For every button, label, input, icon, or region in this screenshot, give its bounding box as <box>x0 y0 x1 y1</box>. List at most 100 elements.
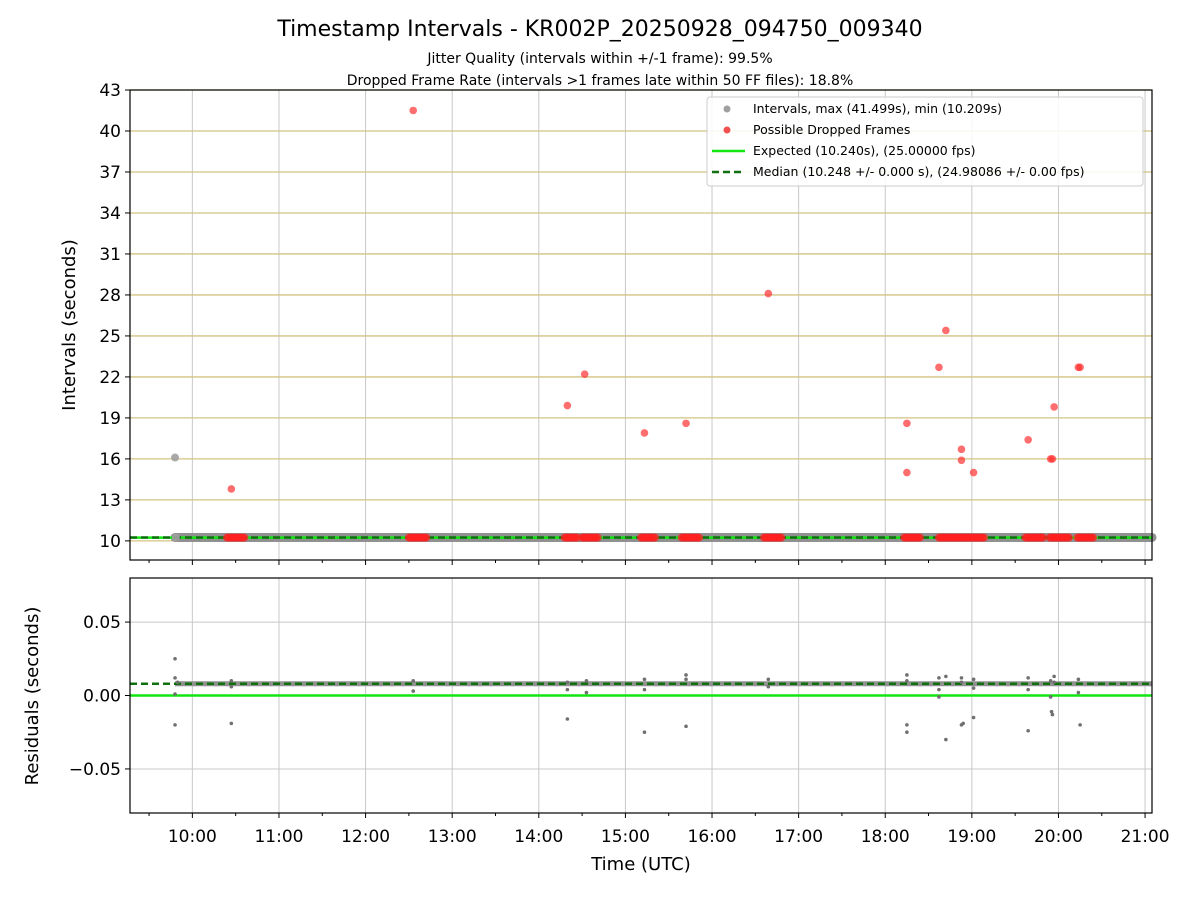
residual-point <box>684 673 688 677</box>
x-tick-label: 14:00 <box>514 827 563 847</box>
residual-point <box>1048 695 1053 699</box>
dropped-frame-point <box>409 106 418 115</box>
top-y-tick-label: 16 <box>99 450 121 470</box>
residual-point <box>905 673 909 677</box>
residual-point <box>173 676 177 680</box>
legend-median-label: Median (10.248 +/- 0.000 s), (24.98086 +… <box>753 164 1084 179</box>
legend-intervals-marker <box>723 105 731 113</box>
residual-point <box>584 690 589 695</box>
dropped-frame-point <box>640 429 649 437</box>
residual-point <box>959 680 964 685</box>
residual-point <box>173 692 177 696</box>
x-tick-label: 18:00 <box>861 827 910 847</box>
residual-point <box>642 687 647 692</box>
x-axis-label: Time (UTC) <box>590 854 691 875</box>
residual-point <box>1049 709 1054 714</box>
bottom-y-tick-label: 0.00 <box>83 687 121 707</box>
dropped-frame-point <box>957 456 966 465</box>
x-tick-label: 20:00 <box>1034 827 1083 847</box>
dropped-frame-baseline-point <box>1038 533 1047 542</box>
dropped-frame-baseline-point <box>695 533 704 542</box>
residual-point <box>684 677 688 682</box>
dropped-frame-baseline-point <box>650 533 659 542</box>
top-panel-data <box>130 106 1157 542</box>
top-y-tick-label: 25 <box>99 327 121 347</box>
chart-title: Timestamp Intervals - KR002P_20250928_09… <box>276 17 922 42</box>
residual-point <box>1076 677 1081 682</box>
dropped-frame-point <box>1076 363 1084 372</box>
residual-point <box>1048 679 1053 683</box>
top-y-tick-label: 37 <box>99 163 121 183</box>
residual-point <box>937 687 941 692</box>
residual-point <box>1078 723 1082 727</box>
residual-point <box>971 677 976 682</box>
residual-point <box>1052 674 1056 679</box>
dropped-frame-point <box>903 468 911 477</box>
x-tick-label: 11:00 <box>254 827 303 847</box>
bottom-panel-ticks: 10:00 11:00 12:00 13:00 14:00 15:00 16:00 17:00… <box>69 613 1170 847</box>
residual-point <box>229 684 234 689</box>
residual-point <box>766 677 771 682</box>
legend-intervals-label: Intervals, max (41.499s), min (10.209s) <box>753 101 1002 116</box>
residual-point <box>565 717 570 721</box>
dropped-frame-point <box>1024 435 1032 444</box>
residual-point <box>175 680 180 685</box>
x-tick-label: 16:00 <box>688 827 737 847</box>
residual-point <box>173 723 177 727</box>
x-tick-label: 19:00 <box>947 827 996 847</box>
chart-subtitle-dropped: Dropped Frame Rate (intervals >1 frames … <box>347 73 854 89</box>
residual-point <box>905 730 909 735</box>
residual-point <box>1026 676 1030 680</box>
residual-point <box>684 724 688 729</box>
dropped-frame-point <box>942 326 950 335</box>
top-panel-frame <box>129 89 1153 561</box>
dropped-frame-point <box>935 363 943 372</box>
legend-expected-label: Expected (10.240s), (25.00000 fps) <box>753 143 975 158</box>
dropped-frame-baseline-point <box>593 533 602 542</box>
top-y-tick-label: 31 <box>99 245 121 265</box>
top-y-axis-label: Intervals (seconds) <box>59 239 80 411</box>
residual-point <box>642 730 647 735</box>
residual-point <box>411 689 416 693</box>
residual-point <box>944 674 948 679</box>
top-y-tick-label: 43 <box>99 81 121 101</box>
residual-point <box>905 679 909 683</box>
residual-point <box>173 656 177 661</box>
residual-point <box>1076 690 1081 695</box>
dropped-frame-point <box>563 401 572 410</box>
top-y-tick-label: 28 <box>99 286 121 306</box>
bottom-y-tick-label: −0.05 <box>69 760 121 780</box>
dropped-frame-baseline-point <box>240 533 249 542</box>
residual-point <box>229 721 234 726</box>
top-y-tick-label: 13 <box>99 491 121 511</box>
x-tick-label: 12:00 <box>341 827 390 847</box>
residual-point <box>971 715 976 720</box>
dropped-frame-baseline-point <box>1064 533 1073 542</box>
residual-point <box>1026 687 1030 692</box>
residual-point <box>584 679 589 683</box>
legend-dropped-label: Possible Dropped Frames <box>753 122 910 137</box>
legend-box <box>706 96 1144 187</box>
interval-point <box>171 533 180 542</box>
x-tick-label: 15:00 <box>601 827 650 847</box>
residual-point <box>411 679 416 683</box>
dropped-frame-baseline-point <box>422 533 431 542</box>
legend: Intervals, max (41.499s), min (10.209s) … <box>706 96 1144 187</box>
dropped-frame-baseline-point <box>1089 533 1098 542</box>
dropped-frame-point <box>764 289 773 298</box>
dropped-frame-point <box>227 485 236 493</box>
dropped-frame-point <box>969 468 978 477</box>
dropped-frame-baseline-point <box>777 533 786 542</box>
residual-point <box>959 676 964 680</box>
residual-point <box>229 679 234 683</box>
top-y-tick-label: 19 <box>99 409 121 429</box>
residual-point <box>1052 680 1056 685</box>
bottom-y-tick-label: 0.05 <box>83 613 121 633</box>
residual-point <box>1026 728 1030 733</box>
dropped-frame-point <box>957 445 966 454</box>
x-tick-label: 13:00 <box>428 827 477 847</box>
dropped-frame-baseline-point <box>979 533 988 542</box>
top-y-tick-label: 40 <box>99 122 121 142</box>
residual-point <box>937 676 941 680</box>
dropped-frame-point <box>903 419 911 428</box>
